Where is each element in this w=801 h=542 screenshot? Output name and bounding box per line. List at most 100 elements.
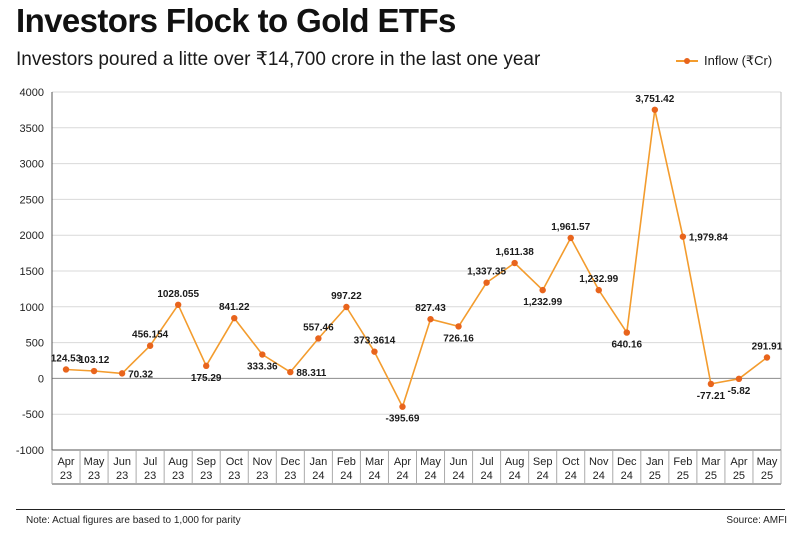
data-point bbox=[146, 342, 154, 349]
data-label: 827.43 bbox=[415, 303, 446, 314]
x-tick-label-month: Sep bbox=[196, 456, 216, 468]
data-label: 640.16 bbox=[611, 340, 642, 351]
data-point bbox=[679, 233, 687, 240]
series-line-inflow bbox=[65, 108, 768, 408]
data-point bbox=[427, 315, 434, 323]
y-tick-label: 1500 bbox=[20, 266, 44, 278]
x-tick-label-year: 24 bbox=[396, 470, 408, 482]
legend-label: Inflow (₹Cr) bbox=[704, 53, 773, 68]
x-tick-label-month: Oct bbox=[226, 456, 243, 468]
footer-divider bbox=[16, 509, 785, 510]
x-tick-label-year: 24 bbox=[340, 470, 352, 482]
x-tick-label-year: 25 bbox=[733, 470, 745, 482]
data-label: 333.36 bbox=[247, 362, 278, 373]
data-point bbox=[203, 362, 210, 370]
data-label: -5.82 bbox=[728, 386, 751, 397]
y-tick-label: 1000 bbox=[20, 302, 44, 314]
x-tick-label-month: May bbox=[84, 456, 105, 468]
x-tick-label-year: 24 bbox=[312, 470, 324, 482]
data-point bbox=[399, 403, 406, 410]
x-tick-label-month: Nov bbox=[589, 456, 609, 468]
x-tick-label-month: Mar bbox=[701, 456, 720, 468]
data-label: 1,611.38 bbox=[495, 247, 534, 258]
x-tick-label-month: Aug bbox=[168, 456, 188, 468]
data-point bbox=[539, 286, 546, 294]
data-label: 373.3614 bbox=[354, 336, 396, 347]
y-tick-label: 3000 bbox=[20, 159, 44, 171]
data-point bbox=[371, 348, 378, 355]
data-label: -77.21 bbox=[697, 391, 726, 402]
data-point bbox=[174, 301, 182, 308]
y-tick-label: 3500 bbox=[20, 123, 44, 135]
y-tick-label: 0 bbox=[38, 373, 44, 385]
legend: Inflow (₹Cr) bbox=[676, 53, 772, 69]
data-point bbox=[315, 335, 322, 342]
x-tick-label-year: 24 bbox=[424, 470, 436, 482]
x-tick-label-month: Jul bbox=[143, 456, 157, 468]
data-point bbox=[735, 375, 743, 383]
source-label: Source: AMFI bbox=[726, 515, 787, 526]
data-label: 70.32 bbox=[128, 369, 153, 380]
data-point bbox=[651, 106, 659, 113]
y-tick-label: 500 bbox=[26, 338, 44, 350]
data-point bbox=[707, 380, 715, 388]
x-tick-label-year: 25 bbox=[761, 470, 773, 482]
data-label: 3,751.42 bbox=[635, 94, 674, 105]
x-tick-label-year: 23 bbox=[200, 470, 212, 482]
x-tick-label-month: Jul bbox=[480, 456, 494, 468]
x-tick-label-year: 23 bbox=[172, 470, 184, 482]
data-point bbox=[62, 366, 70, 373]
x-tick-label-month: Aug bbox=[505, 456, 525, 468]
x-tick-label-month: Dec bbox=[617, 456, 637, 468]
data-point bbox=[231, 314, 238, 322]
data-label: 726.16 bbox=[443, 333, 474, 344]
chart-title: Investors Flock to Gold ETFs bbox=[16, 2, 456, 39]
data-point bbox=[623, 329, 630, 336]
data-label: 1,337.35 bbox=[467, 267, 506, 278]
x-tick-label-year: 23 bbox=[228, 470, 240, 482]
x-tick-label-year: 24 bbox=[537, 470, 549, 482]
x-tick-label-year: 23 bbox=[284, 470, 296, 482]
chart-subtitle: Investors poured a litte over ₹14,700 cr… bbox=[16, 49, 541, 70]
data-label: 124.53 bbox=[51, 353, 82, 364]
y-tick-label: 2000 bbox=[20, 230, 44, 242]
y-tick-label: -500 bbox=[22, 409, 44, 421]
x-tick-label-year: 25 bbox=[705, 470, 717, 482]
x-tick-label-year: 24 bbox=[621, 470, 633, 482]
data-label: 175.29 bbox=[191, 373, 222, 384]
x-tick-label-month: Nov bbox=[253, 456, 273, 468]
line-chart: 4000 3500 3000 2500 2000 1500 1000 500 0 -500 -100… bbox=[16, 87, 783, 485]
data-label: 557.46 bbox=[303, 322, 334, 333]
data-label: 88.311 bbox=[296, 368, 326, 379]
data-point bbox=[567, 234, 574, 242]
data-label: 997.22 bbox=[331, 291, 362, 302]
data-point bbox=[259, 351, 266, 358]
x-tick-label-year: 25 bbox=[677, 470, 689, 482]
x-tick-label-month: Oct bbox=[562, 456, 579, 468]
x-tick-label-year: 24 bbox=[480, 470, 492, 482]
x-tick-label-month: Feb bbox=[337, 456, 356, 468]
legend-line-marker-icon bbox=[676, 56, 698, 66]
x-tick-label-month: Jan bbox=[646, 456, 664, 468]
y-tick-label: 4000 bbox=[20, 87, 44, 99]
data-point bbox=[511, 259, 518, 267]
x-tick-label-year: 23 bbox=[88, 470, 100, 482]
data-point bbox=[287, 368, 294, 376]
x-tick-label-year: 23 bbox=[116, 470, 128, 482]
x-tick-label-year: 24 bbox=[565, 470, 577, 482]
data-point bbox=[483, 279, 490, 286]
x-tick-label-month: Mar bbox=[365, 456, 384, 468]
x-tick-label-year: 24 bbox=[509, 470, 521, 482]
x-tick-label-year: 24 bbox=[368, 470, 380, 482]
data-label: 1,979.84 bbox=[689, 233, 728, 244]
x-tick-label-month: Sep bbox=[533, 456, 553, 468]
data-point bbox=[455, 323, 462, 330]
data-label: 1,232.99 bbox=[523, 297, 562, 308]
data-label: 1028.055 bbox=[157, 289, 199, 300]
data-label: 1,232.99 bbox=[579, 274, 618, 285]
data-point bbox=[595, 286, 602, 294]
data-point bbox=[343, 303, 350, 311]
x-tick-label-month: Apr bbox=[394, 456, 411, 468]
y-tick-label: 2500 bbox=[20, 194, 44, 206]
x-tick-label-year: 23 bbox=[60, 470, 72, 482]
